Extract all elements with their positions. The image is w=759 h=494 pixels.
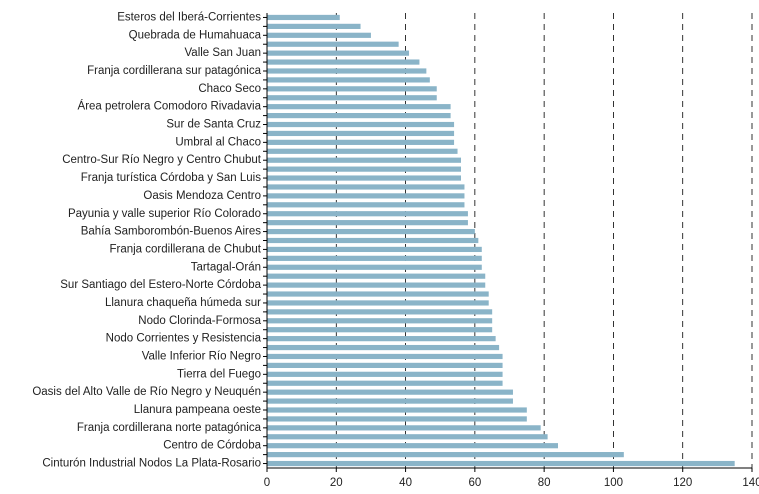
x-tick-label: 100 (604, 477, 623, 489)
bar (267, 443, 558, 449)
x-tick-label: 60 (468, 477, 481, 489)
x-tick-label: 120 (673, 477, 692, 489)
bar (267, 193, 465, 199)
y-tick-label: Quebrada de Humahuaca (129, 29, 262, 41)
bar (267, 95, 437, 101)
bar (267, 211, 468, 217)
y-tick-label: Payunia y valle superior Río Colorado (68, 208, 261, 220)
y-tick-label: Franja cordillerana sur patagónica (87, 65, 261, 77)
bar (267, 184, 465, 190)
bar (267, 371, 503, 377)
y-tick-label: Llanura chaqueña húmeda sur (105, 297, 261, 309)
bar (267, 460, 735, 467)
y-tick-label: Oasis del Alto Valle de Río Negro y Neuq… (32, 386, 261, 398)
bar (267, 228, 475, 235)
y-tick-label: Sur Santiago del Estero-Norte Córdoba (60, 279, 261, 291)
y-tick-label: Bahía Samborombón-Buenos Aires (81, 226, 262, 238)
bar (267, 68, 427, 74)
y-tick-label: Franja cordillerana de Chubut (109, 243, 261, 255)
bar (267, 389, 513, 395)
y-tick-label: Llanura pampeana oeste (134, 404, 261, 416)
bar (267, 237, 479, 244)
bar (267, 175, 461, 181)
bar (267, 246, 482, 253)
y-tick-label: Cinturón Industrial Nodos La Plata-Rosar… (42, 458, 261, 470)
x-tick-label: 20 (330, 477, 343, 489)
bar (267, 416, 527, 422)
bar (267, 309, 493, 315)
y-tick-label: Valle Inferior Río Negro (142, 351, 261, 363)
y-tick-label: Valle San Juan (184, 47, 261, 59)
bar (267, 336, 496, 342)
bar (267, 344, 500, 351)
bar (267, 407, 527, 413)
bar (267, 380, 503, 386)
bar (267, 148, 458, 154)
y-tick-label: Esteros del Iberá-Corrientes (117, 11, 261, 23)
y-tick-label: Centro-Sur Río Negro y Centro Chubut (62, 154, 262, 166)
bar (267, 41, 399, 47)
bar (267, 291, 489, 297)
bar (267, 32, 371, 38)
bar (267, 112, 451, 119)
bar (267, 23, 361, 29)
x-tick-label: 0 (264, 477, 270, 489)
y-tick-label: Tartagal-Orán (191, 261, 261, 273)
bar (267, 121, 455, 128)
bar (267, 255, 482, 261)
x-tick-label: 80 (538, 477, 551, 489)
bar (267, 327, 493, 333)
x-tick-label: 140 (742, 477, 759, 489)
bar (267, 434, 548, 440)
bar (267, 264, 482, 270)
y-tick-label: Franja cordillerana norte patagónica (77, 422, 262, 434)
bar (267, 86, 437, 92)
bar (267, 139, 455, 145)
y-tick-label: Nodo Clorinda-Formosa (138, 315, 261, 327)
bar (267, 50, 410, 56)
bar (267, 273, 486, 279)
bar (267, 300, 489, 306)
bar (267, 220, 468, 226)
bar (267, 59, 420, 65)
bar (267, 353, 503, 360)
y-tick-label: Umbral al Chaco (175, 136, 261, 148)
y-tick-label: Oasis Mendoza Centro (143, 190, 261, 202)
y-tick-label: Sur de Santa Cruz (166, 119, 261, 131)
y-tick-label: Área petrolera Comodoro Rivadavia (78, 100, 262, 113)
bar (267, 318, 493, 324)
x-tick-label: 40 (399, 477, 412, 489)
bar (267, 452, 624, 458)
bar (267, 202, 465, 208)
bar (267, 77, 430, 83)
y-tick-label: Franja turística Córdoba y San Luis (81, 172, 262, 184)
y-tick-label: Centro de Córdoba (163, 440, 261, 452)
bar (267, 14, 340, 21)
bar (267, 166, 461, 172)
bar (267, 130, 455, 137)
bar (267, 425, 541, 431)
y-tick-label: Chaco Seco (198, 83, 261, 95)
bar (267, 362, 503, 369)
y-tick-label: Tierra del Fuego (177, 368, 261, 380)
bar (267, 282, 486, 288)
y-tick-label: Nodo Corrientes y Resistencia (106, 333, 262, 345)
bar (267, 398, 513, 404)
bar (267, 104, 451, 110)
bar (267, 157, 461, 163)
